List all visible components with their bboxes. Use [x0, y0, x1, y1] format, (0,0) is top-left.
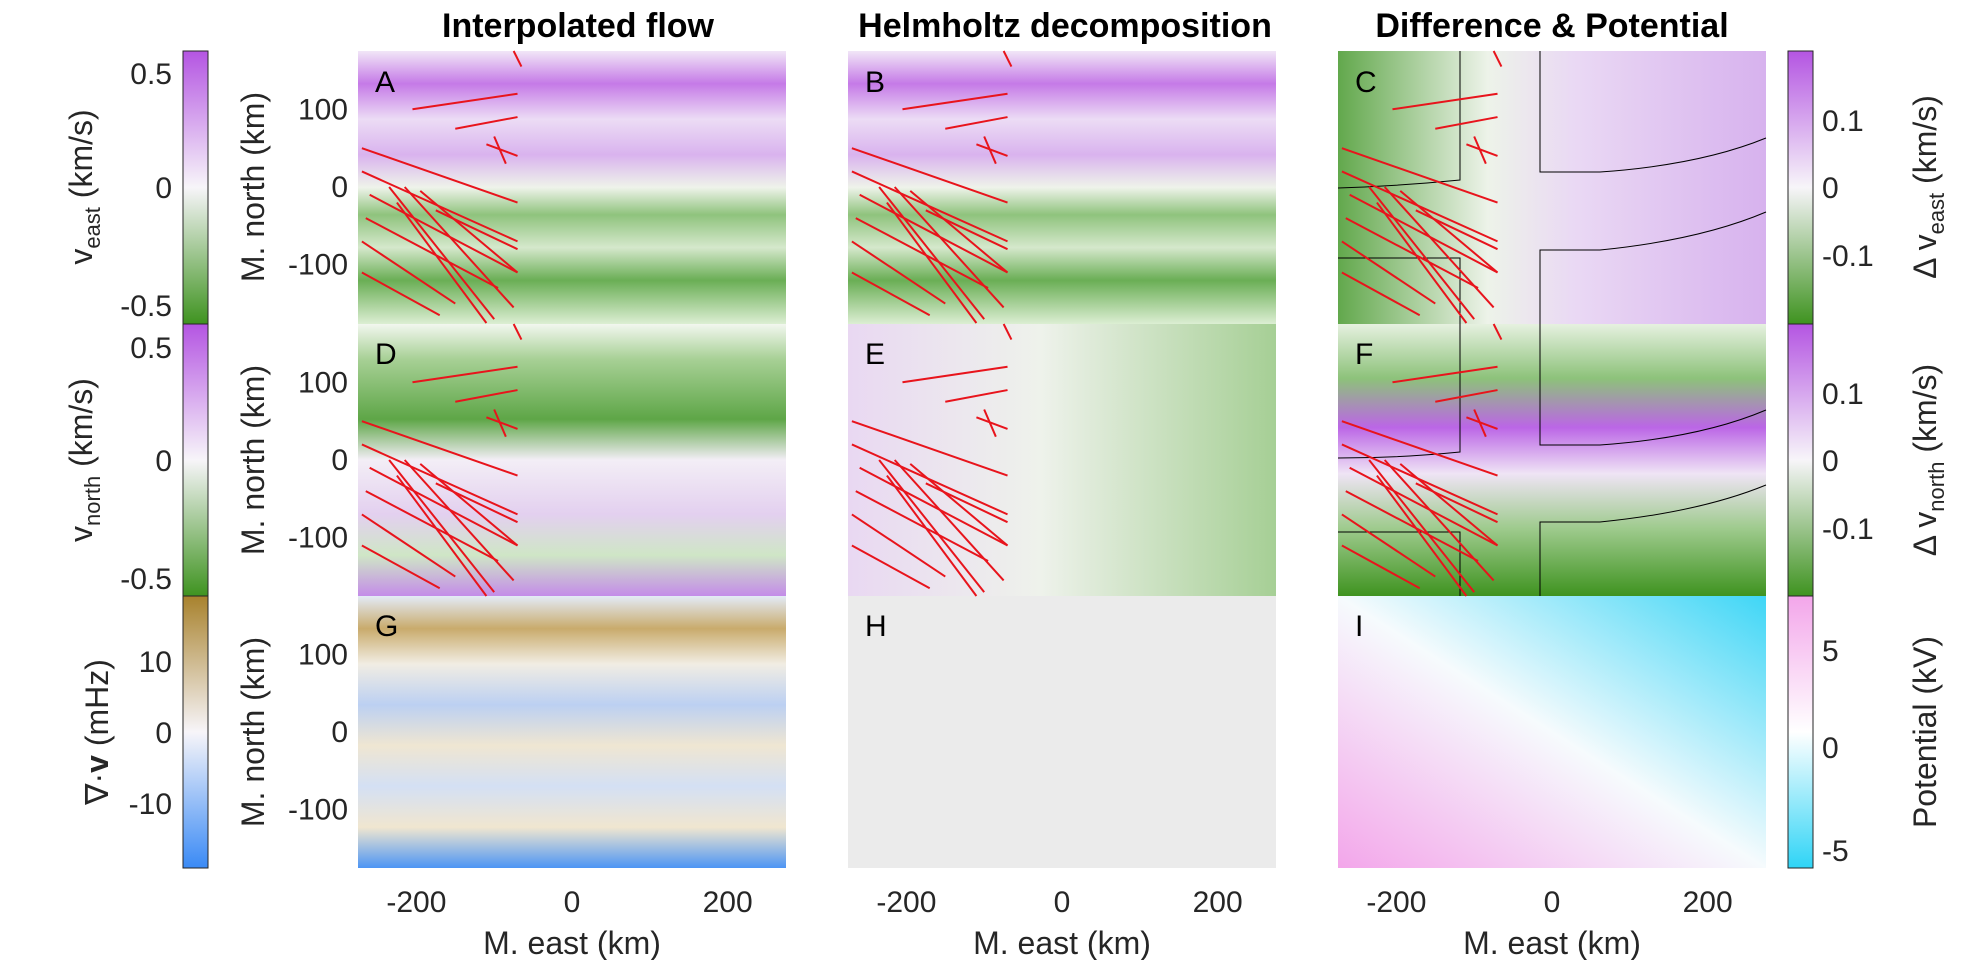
x-tick-label: -200 [1366, 886, 1426, 919]
colorbar-vnorth-tick: -0.5 [120, 563, 172, 596]
panel-G-heatmap [358, 596, 786, 868]
x-axis-label: M. east (km) [483, 925, 661, 960]
colorbar-dveast-tick: -0.1 [1822, 240, 1874, 273]
colorbar-vnorth-tick: 0.5 [130, 332, 172, 365]
panel-C-letter: C [1355, 66, 1377, 99]
colorbar-vnorth-tick: 0 [155, 445, 172, 478]
x-tick-label: -200 [386, 886, 446, 919]
colorbar-dvnorth-tick: 0 [1822, 445, 1839, 478]
x-tick-label: -200 [876, 886, 936, 919]
colorbar-potential [1788, 596, 1813, 868]
y-axis-label: M. north (km) [235, 92, 271, 282]
colorbar-div-label: ∇·v (mHz) [79, 659, 115, 806]
colorbar-dvnorth-tick: -0.1 [1822, 513, 1874, 546]
x-tick-label: 0 [1544, 886, 1561, 919]
colorbar-veast-label: veast (km/s) [63, 109, 105, 264]
column-title-helmholtz: Helmholtz decomposition [858, 7, 1272, 45]
y-tick-label: 100 [298, 366, 348, 399]
y-tick-label: 100 [298, 638, 348, 671]
y-tick-label: 0 [331, 171, 348, 204]
x-axis-label: M. east (km) [973, 925, 1151, 960]
x-tick-label: 0 [1054, 886, 1071, 919]
colorbar-potential-label: Potential (kV) [1907, 636, 1943, 828]
colorbar-dveast-tick: 0.1 [1822, 105, 1864, 138]
colorbar-divergence [183, 596, 208, 868]
colorbar-div-tick: 0 [155, 717, 172, 750]
column-title-interpolated: Interpolated flow [442, 7, 715, 45]
panel-B-letter: B [865, 66, 885, 99]
colorbar-potential-tick: 5 [1822, 635, 1839, 668]
y-tick-label: 0 [331, 716, 348, 749]
x-tick-label: 200 [703, 886, 753, 919]
colorbar-dveast-label: Δ veast (km/s) [1907, 95, 1949, 279]
y-tick-label: -100 [288, 794, 348, 827]
y-tick-label: 100 [298, 93, 348, 126]
panel-G: G [358, 596, 786, 868]
colorbar-dvnorth-label: Δ vnorth (km/s) [1907, 364, 1949, 556]
y-axis-label: M. north (km) [235, 637, 271, 827]
x-axis-label: M. east (km) [1463, 925, 1641, 960]
colorbar-vnorth-label: vnorth (km/s) [63, 378, 105, 542]
panel-G-letter: G [375, 610, 398, 643]
colorbar-veast-tick: -0.5 [120, 290, 172, 323]
panel-A: A [358, 51, 786, 324]
panel-E-letter: E [865, 338, 885, 371]
colorbar-veast [183, 51, 208, 324]
colorbar-dveast [1788, 51, 1813, 324]
panel-F-letter: F [1355, 338, 1373, 371]
panel-B: B [848, 51, 1276, 324]
colorbar-div-tick: 10 [139, 646, 172, 679]
panel-C: C [1338, 51, 1766, 324]
panel-H-letter: H [865, 610, 887, 643]
panel-I-letter: I [1355, 610, 1363, 643]
panel-H: H [848, 596, 1276, 868]
y-tick-label: 0 [331, 444, 348, 477]
panel-A-heatmap [358, 51, 786, 324]
panel-D-letter: D [375, 338, 397, 371]
panel-A-letter: A [375, 66, 395, 99]
colorbar-potential-tick: -5 [1822, 835, 1849, 868]
y-axis-label: M. north (km) [235, 365, 271, 555]
colorbar-veast-tick: 0.5 [130, 58, 172, 91]
panel-I-heatmap [1338, 596, 1766, 868]
panel-C-heatmap [1338, 51, 1766, 324]
x-tick-label: 0 [564, 886, 581, 919]
colorbar-div-tick: -10 [129, 788, 172, 821]
colorbar-vnorth [183, 324, 208, 596]
x-tick-label: 200 [1683, 886, 1733, 919]
y-tick-label: -100 [288, 249, 348, 282]
colorbar-dvnorth-tick: 0.1 [1822, 378, 1864, 411]
panel-B-heatmap [848, 51, 1276, 324]
colorbar-dvnorth [1788, 324, 1813, 596]
colorbar-dveast-tick: 0 [1822, 172, 1839, 205]
column-title-difference: Difference & Potential [1375, 7, 1728, 45]
y-tick-label: -100 [288, 522, 348, 555]
colorbar-veast-tick: 0 [155, 172, 172, 205]
colorbar-potential-tick: 0 [1822, 732, 1839, 765]
panel-H-heatmap [848, 596, 1276, 868]
x-tick-label: 200 [1193, 886, 1243, 919]
panel-I: I [1338, 596, 1766, 868]
